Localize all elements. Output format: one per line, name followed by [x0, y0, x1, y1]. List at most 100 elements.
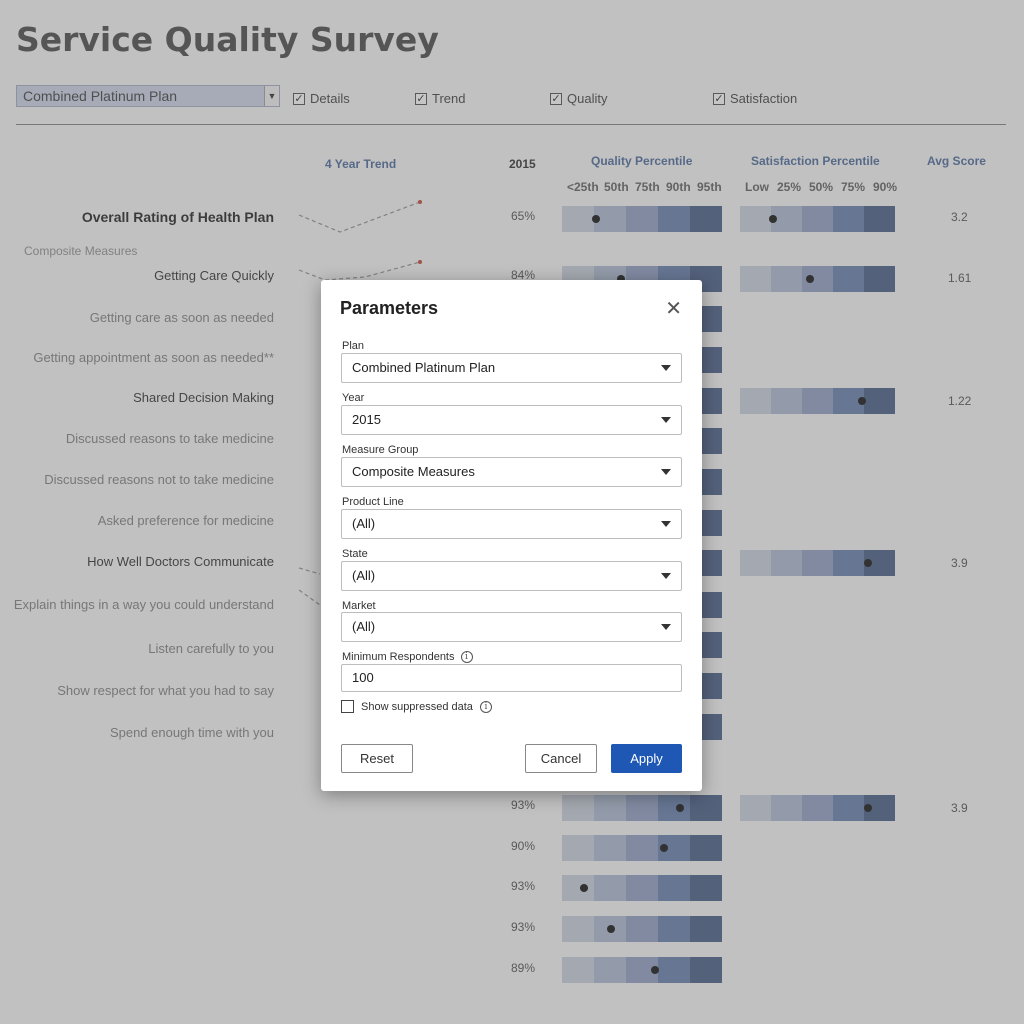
row-label: Overall Rating of Health Plan	[81, 209, 274, 225]
plan-label: Plan	[342, 340, 365, 352]
satisfaction-tick: 50%	[809, 180, 834, 194]
quality-tick: 50th	[604, 180, 629, 194]
group-label: Composite Measures	[24, 244, 138, 258]
quality-strip	[562, 835, 722, 861]
trend-sparklines	[298, 200, 422, 281]
quality-marker	[592, 215, 600, 223]
quality-strip	[562, 795, 722, 821]
quality-tick: 75th	[635, 180, 660, 194]
quality-tick: 95th	[697, 180, 722, 194]
trend-line-explain	[298, 589, 321, 606]
satisfaction-marker	[864, 804, 872, 812]
chevron-down-icon	[661, 624, 671, 630]
row-label: Getting Care Quickly	[154, 268, 274, 283]
satisfaction-percentile-header: Satisfaction Percentile	[751, 154, 880, 168]
info-icon[interactable]: i	[479, 700, 492, 713]
trend-point	[418, 200, 422, 204]
row-label: Discussed reasons to take medicine	[65, 431, 274, 446]
trend-point	[418, 260, 422, 264]
show-suppressed-checkbox[interactable]: Show suppressed data i	[341, 700, 492, 713]
trend-checkbox[interactable]: ✓ Trend	[415, 91, 466, 106]
chevron-down-icon	[661, 365, 671, 371]
quality-marker	[580, 884, 588, 892]
state-label: State	[342, 548, 368, 560]
quality-tick: <25th	[567, 180, 599, 194]
satisfaction-strip	[740, 266, 895, 292]
pct-value: 93%	[511, 920, 536, 934]
plan-select[interactable]: Combined Platinum Plan	[341, 353, 682, 383]
trend-sparkline-doctors	[298, 567, 321, 606]
pct-value: 84%	[511, 268, 536, 282]
checkbox-icon[interactable]	[341, 700, 354, 713]
pct-value: 89%	[511, 961, 536, 975]
market-label: Market	[342, 600, 376, 612]
satisfaction-marker	[858, 397, 866, 405]
satisfaction-checkbox[interactable]: ✓ Satisfaction	[713, 91, 798, 106]
avg-score: 3.9	[951, 801, 968, 815]
market-select-value: (All)	[352, 619, 376, 634]
satisfaction-strip	[740, 550, 895, 576]
quality-marker	[660, 844, 668, 852]
avg-score: 1.61	[948, 271, 972, 285]
dropdown-arrow-icon[interactable]: ▼	[264, 86, 279, 106]
row-label: Explain things in a way you could unders…	[13, 597, 274, 612]
details-checkbox[interactable]: ✓ Details	[293, 91, 350, 106]
plan-select-value: Combined Platinum Plan	[352, 360, 496, 375]
satisfaction-strip	[740, 388, 895, 414]
satisfaction-strip	[740, 795, 895, 821]
quality-checkbox[interactable]: ✓ Quality	[550, 91, 608, 106]
satisfaction-tick: 75%	[841, 180, 866, 194]
measure-group-label: Measure Group	[342, 444, 419, 456]
product-line-select[interactable]: (All)	[341, 509, 682, 539]
avg-score: 1.22	[948, 394, 972, 408]
pct-value: 93%	[511, 879, 536, 893]
apply-button[interactable]: Apply	[611, 744, 682, 773]
avg-score-header: Avg Score	[927, 154, 986, 168]
satisfaction-strip	[740, 206, 895, 232]
satisfaction-marker	[864, 559, 872, 567]
chevron-down-icon	[661, 417, 671, 423]
header-divider	[16, 124, 1006, 125]
min-respondents-input[interactable]: 100	[341, 664, 682, 692]
year-select[interactable]: 2015	[341, 405, 682, 435]
plan-dropdown-value: Combined Platinum Plan	[23, 88, 178, 104]
state-select[interactable]: (All)	[341, 561, 682, 591]
measure-group-select[interactable]: Composite Measures	[341, 457, 682, 487]
market-select[interactable]: (All)	[341, 612, 682, 642]
avg-score: 3.2	[951, 210, 968, 224]
quality-marker	[651, 966, 659, 974]
row-label: Spend enough time with you	[109, 725, 274, 740]
trend-header: 4 Year Trend	[325, 157, 397, 171]
info-icon[interactable]: i	[460, 651, 473, 663]
quality-marker	[617, 275, 625, 283]
pct-value: 93%	[511, 798, 536, 812]
row-label: Asked preference for medicine	[97, 513, 274, 528]
reset-button[interactable]: Reset	[341, 744, 413, 773]
plan-dropdown[interactable]: Combined Platinum Plan ▼	[16, 85, 280, 107]
quality-tick: 90th	[666, 180, 691, 194]
state-select-value: (All)	[352, 568, 376, 583]
row-label: Shared Decision Making	[133, 390, 274, 405]
check-icon: ✓	[550, 92, 562, 105]
row-label: Show respect for what you had to say	[57, 683, 274, 698]
row-label: Getting care as soon as needed	[89, 310, 274, 325]
cancel-button[interactable]: Cancel	[525, 744, 597, 773]
measure-group-select-value: Composite Measures	[352, 464, 475, 479]
check-icon: ✓	[415, 92, 427, 105]
trend-line-overall	[298, 201, 421, 233]
parameters-dialog: Parameters ✕ Plan Combined Platinum Plan…	[321, 280, 702, 791]
satisfaction-tick: 90%	[873, 180, 898, 194]
pct-value: 90%	[511, 839, 536, 853]
quality-strip	[562, 206, 722, 232]
quality-strip	[562, 957, 722, 983]
check-icon: ✓	[293, 92, 305, 105]
satisfaction-marker	[769, 215, 777, 223]
chevron-down-icon	[661, 573, 671, 579]
chevron-down-icon	[661, 469, 671, 475]
quality-strip	[562, 875, 722, 901]
satisfaction-marker	[806, 275, 814, 283]
quality-percentile-header: Quality Percentile	[591, 154, 693, 168]
min-respondents-label: Minimum Respondents i	[342, 651, 473, 663]
close-icon[interactable]: ✕	[665, 298, 682, 320]
